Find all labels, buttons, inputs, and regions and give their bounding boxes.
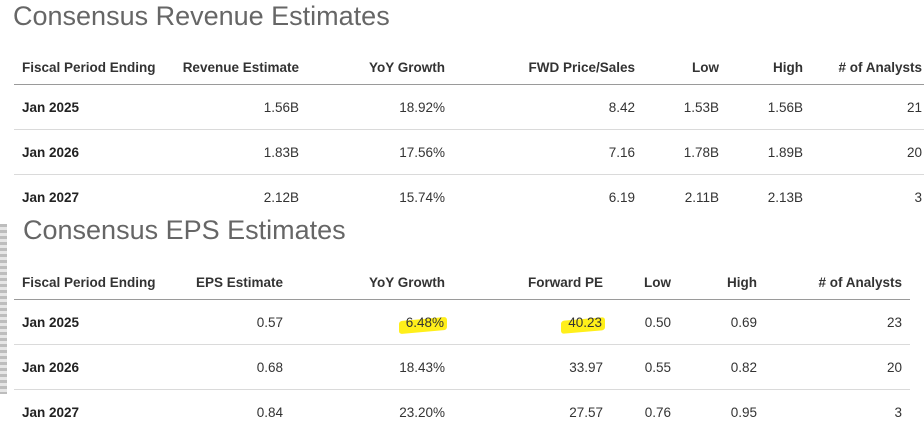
cell-high: 1.56B — [727, 85, 811, 130]
cell-fiscal-period: Jan 2027 — [14, 175, 161, 220]
column-header-high[interactable]: High — [679, 265, 765, 300]
revenue-estimates-table: Fiscal Period Ending Revenue Estimate Yo… — [14, 50, 924, 219]
cell-fwd-price-sales: 6.19 — [453, 175, 643, 220]
cell-revenue-estimate: 2.12B — [161, 175, 307, 220]
cell-high: 1.89B — [727, 130, 811, 175]
table-row: Jan 2027 0.84 23.20% 27.57 0.76 0.95 3 — [14, 390, 910, 434]
table-row: Jan 2027 2.12B 15.74% 6.19 2.11B 2.13B 3 — [14, 175, 924, 220]
cell-low: 0.76 — [611, 390, 679, 434]
cell-fiscal-period: Jan 2025 — [14, 300, 161, 345]
table-row: Jan 2025 1.56B 18.92% 8.42 1.53B 1.56B 2… — [14, 85, 924, 130]
cell-revenue-estimate: 1.56B — [161, 85, 307, 130]
cell-analysts: 21 — [811, 85, 924, 130]
cell-yoy-growth: 23.20% — [291, 390, 453, 434]
cell-low: 2.11B — [643, 175, 727, 220]
cell-low: 0.50 — [611, 300, 679, 345]
cell-fiscal-period: Jan 2025 — [14, 85, 161, 130]
cell-fwd-price-sales: 8.42 — [453, 85, 643, 130]
cell-revenue-estimate: 1.83B — [161, 130, 307, 175]
cell-analysts: 20 — [811, 130, 924, 175]
table-header-row: Fiscal Period Ending Revenue Estimate Yo… — [14, 50, 924, 85]
cell-analysts: 3 — [765, 390, 910, 434]
highlighted-forward-pe-value: 40.23 — [567, 315, 603, 330]
cell-yoy-growth: 17.56% — [307, 130, 453, 175]
cell-eps-estimate: 0.57 — [161, 300, 291, 345]
cell-yoy-growth: 18.43% — [291, 345, 453, 390]
table-row: Jan 2025 0.57 6.48% 40.23 0.50 0.69 23 — [14, 300, 910, 345]
cell-fiscal-period: Jan 2026 — [14, 130, 161, 175]
column-header-fiscal-period[interactable]: Fiscal Period Ending — [14, 50, 161, 85]
column-header-forward-pe[interactable]: Forward PE — [453, 265, 611, 300]
cell-high: 0.69 — [679, 300, 765, 345]
highlighted-yoy-growth-value: 6.48% — [405, 315, 445, 330]
cell-high: 0.82 — [679, 345, 765, 390]
cell-analysts: 3 — [811, 175, 924, 220]
column-header-eps-estimate[interactable]: EPS Estimate — [161, 265, 291, 300]
cell-yoy-growth: 15.74% — [307, 175, 453, 220]
cell-forward-pe: 33.97 — [453, 345, 611, 390]
cell-low: 0.55 — [611, 345, 679, 390]
column-header-yoy-growth[interactable]: YoY Growth — [291, 265, 453, 300]
table-row: Jan 2026 1.83B 17.56% 7.16 1.78B 1.89B 2… — [14, 130, 924, 175]
column-header-fiscal-period[interactable]: Fiscal Period Ending — [14, 265, 161, 300]
cell-analysts: 23 — [765, 300, 910, 345]
column-header-yoy-growth[interactable]: YoY Growth — [307, 50, 453, 85]
cell-fwd-price-sales: 7.16 — [453, 130, 643, 175]
column-header-low[interactable]: Low — [611, 265, 679, 300]
cell-analysts: 20 — [765, 345, 910, 390]
table-header-row: Fiscal Period Ending EPS Estimate YoY Gr… — [14, 265, 910, 300]
cell-eps-estimate: 0.68 — [161, 345, 291, 390]
cell-low: 1.53B — [643, 85, 727, 130]
column-header-high[interactable]: High — [727, 50, 811, 85]
cell-high: 0.95 — [679, 390, 765, 434]
cell-yoy-growth: 18.92% — [307, 85, 453, 130]
revenue-section-title: Consensus Revenue Estimates — [13, 1, 390, 32]
table-row: Jan 2026 0.68 18.43% 33.97 0.55 0.82 20 — [14, 345, 910, 390]
column-header-analysts[interactable]: # of Analysts — [811, 50, 924, 85]
eps-section-title: Consensus EPS Estimates — [23, 215, 346, 246]
cell-low: 1.78B — [643, 130, 727, 175]
eps-estimates-table: Fiscal Period Ending EPS Estimate YoY Gr… — [14, 265, 910, 434]
cell-yoy-growth: 6.48% — [291, 300, 453, 345]
cell-forward-pe: 27.57 — [453, 390, 611, 434]
column-header-revenue-estimate[interactable]: Revenue Estimate — [161, 50, 307, 85]
column-header-low[interactable]: Low — [643, 50, 727, 85]
cell-eps-estimate: 0.84 — [161, 390, 291, 434]
scroll-edge-indicator — [0, 224, 7, 394]
cell-forward-pe: 40.23 — [453, 300, 611, 345]
cell-high: 2.13B — [727, 175, 811, 220]
cell-fiscal-period: Jan 2027 — [14, 390, 161, 434]
column-header-fwd-price-sales[interactable]: FWD Price/Sales — [453, 50, 643, 85]
cell-fiscal-period: Jan 2026 — [14, 345, 161, 390]
column-header-analysts[interactable]: # of Analysts — [765, 265, 910, 300]
